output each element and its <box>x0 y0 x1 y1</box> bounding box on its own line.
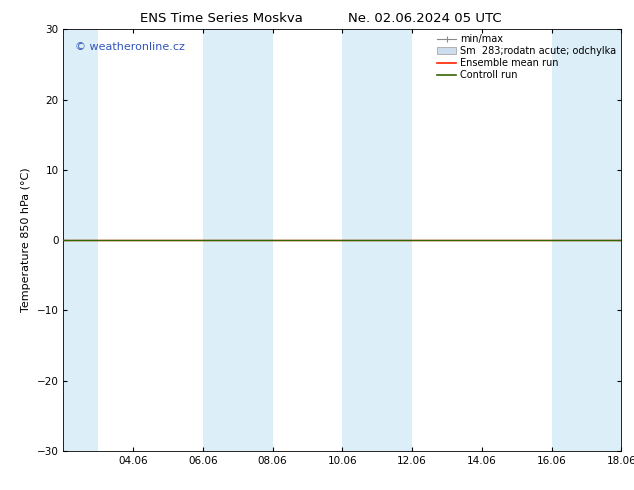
Legend: min/max, Sm  283;rodatn acute; odchylka, Ensemble mean run, Controll run: min/max, Sm 283;rodatn acute; odchylka, … <box>435 32 618 82</box>
Y-axis label: Temperature 850 hPa (°C): Temperature 850 hPa (°C) <box>21 168 31 313</box>
Bar <box>342 29 412 451</box>
Bar <box>63 29 98 451</box>
Text: Ne. 02.06.2024 05 UTC: Ne. 02.06.2024 05 UTC <box>348 12 501 25</box>
Bar <box>203 29 273 451</box>
Text: ENS Time Series Moskva: ENS Time Series Moskva <box>141 12 303 25</box>
Bar <box>552 29 621 451</box>
Text: © weatheronline.cz: © weatheronline.cz <box>75 42 184 52</box>
